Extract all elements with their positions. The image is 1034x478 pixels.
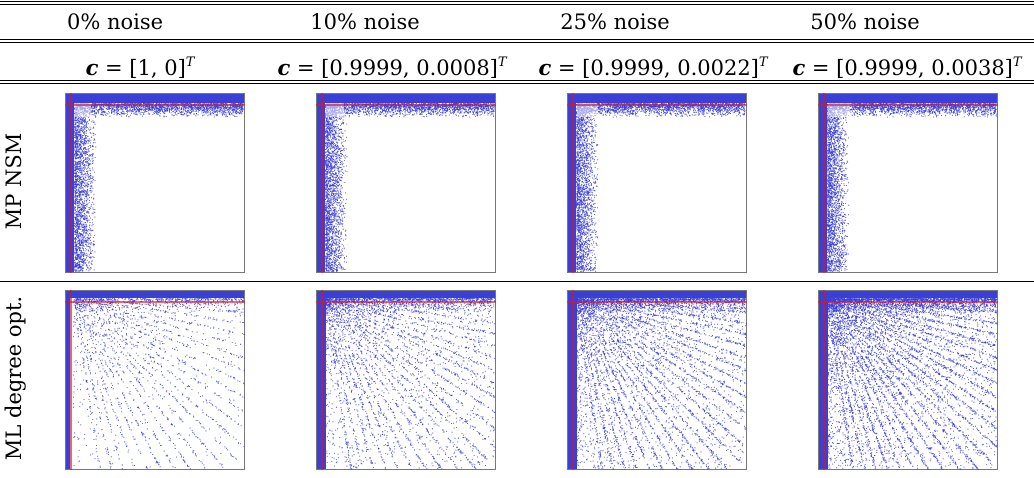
- sparsity-plot-r1-c0: [65, 290, 245, 470]
- col-header-2: 25% noise: [560, 10, 670, 34]
- point-cloud: [576, 103, 746, 272]
- header-rule-1: [0, 39, 1034, 40]
- corner-gap: [828, 103, 850, 117]
- sparsity-plot-r0-c2: [567, 93, 747, 273]
- sparsity-plot-r1-c3: [818, 290, 998, 470]
- plot-svg: [818, 93, 998, 273]
- plot-svg: [316, 93, 496, 273]
- coef-2: c = [0.9999, 0.0022]T: [538, 55, 768, 80]
- col-header-0: 0% noise: [66, 10, 164, 34]
- plot-svg: [567, 93, 747, 273]
- point-cloud: [323, 297, 496, 470]
- plot-frame: [65, 93, 245, 273]
- dense-top-band: [568, 94, 746, 103]
- dense-left-band: [317, 94, 325, 272]
- row-separator: [0, 281, 1034, 282]
- corner-gap: [326, 103, 344, 117]
- scatter-points: [574, 298, 747, 470]
- dense-left-band: [819, 94, 827, 272]
- dense-top-band: [819, 94, 997, 103]
- scatter-points: [825, 297, 998, 470]
- dense-left-band: [66, 94, 74, 272]
- point-cloud: [73, 297, 245, 470]
- col-header-3: 50% noise: [810, 10, 920, 34]
- sparsity-plot-r1-c2: [567, 290, 747, 470]
- dense-top-band: [66, 291, 244, 298]
- row-label-1: ML degree opt.: [2, 295, 26, 461]
- header-rule-2: [0, 42, 1034, 43]
- plot-svg: [65, 93, 245, 273]
- dense-top-band: [317, 291, 495, 298]
- coef-0: c = [1, 0]T: [85, 55, 195, 80]
- plot-frame: [65, 290, 245, 470]
- plot-frame: [818, 290, 998, 470]
- dense-top-band: [819, 291, 997, 298]
- top-rule-1: [0, 1, 1034, 2]
- top-rule-2: [0, 4, 1034, 5]
- coef-rule-2: [0, 83, 1034, 84]
- dense-left-band: [568, 94, 576, 272]
- dense-top-band: [66, 94, 244, 103]
- plot-svg: [818, 290, 998, 470]
- corner-gap: [577, 103, 597, 117]
- sparsity-plot-r0-c3: [818, 93, 998, 273]
- scatter-points: [73, 297, 245, 470]
- plot-svg: [316, 290, 496, 470]
- dense-top-band: [317, 94, 495, 103]
- corner-gap: [75, 103, 91, 117]
- plot-svg: [65, 290, 245, 470]
- plot-frame: [567, 93, 747, 273]
- point-cloud: [825, 297, 998, 470]
- plot-frame: [316, 93, 496, 273]
- scatter-points: [576, 103, 746, 272]
- plot-svg: [567, 290, 747, 470]
- col-header-1: 10% noise: [310, 10, 420, 34]
- sparsity-plot-r0-c1: [316, 93, 496, 273]
- sparsity-plot-r0-c0: [65, 93, 245, 273]
- dense-left-band: [66, 291, 70, 469]
- scatter-points: [323, 297, 496, 470]
- plot-frame: [567, 290, 747, 470]
- coef-rule-1: [0, 80, 1034, 81]
- coef-1: c = [0.9999, 0.0008]T: [277, 55, 507, 80]
- sparsity-plot-r1-c1: [316, 290, 496, 470]
- dense-top-band: [568, 291, 746, 298]
- coef-3: c = [0.9999, 0.0038]T: [792, 55, 1022, 80]
- row-label-0: MP NSM: [2, 132, 26, 230]
- point-cloud: [574, 298, 747, 470]
